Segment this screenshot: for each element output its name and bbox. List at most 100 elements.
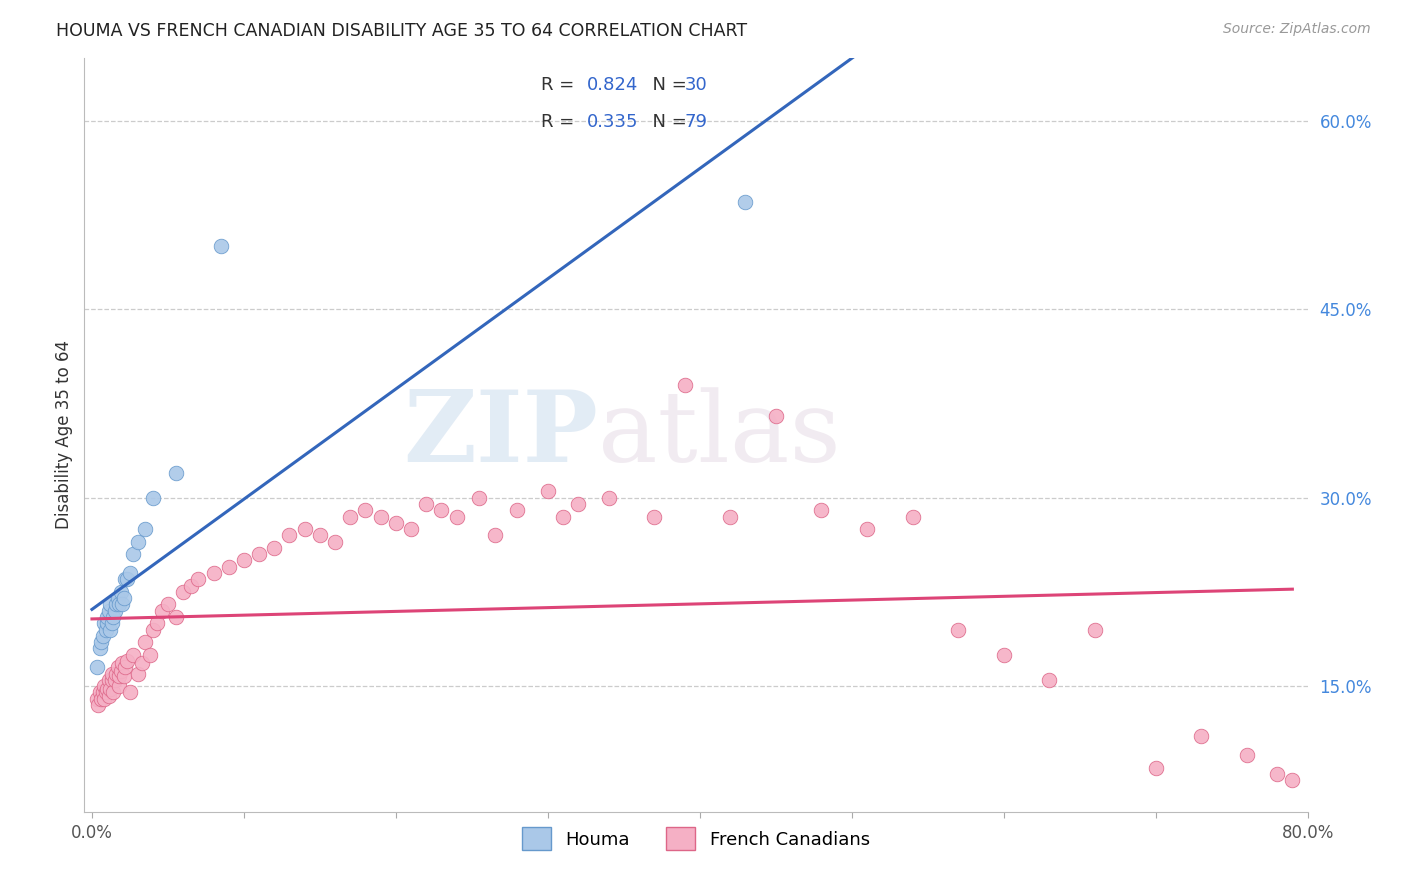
Point — [94, 685, 117, 699]
Point — [468, 491, 491, 505]
Point — [339, 509, 361, 524]
Point — [111, 598, 134, 612]
Point — [118, 566, 141, 580]
Point — [103, 685, 125, 699]
Point — [103, 610, 125, 624]
Point — [86, 691, 108, 706]
Point — [1265, 767, 1288, 781]
Point — [165, 466, 187, 480]
Text: R =: R = — [541, 76, 579, 94]
Point — [87, 698, 110, 712]
Point — [138, 648, 160, 662]
Point — [187, 572, 209, 586]
Point — [114, 660, 136, 674]
Point — [734, 195, 756, 210]
Text: Source: ZipAtlas.com: Source: ZipAtlas.com — [1223, 22, 1371, 37]
Point — [354, 503, 377, 517]
Point — [150, 604, 173, 618]
Text: HOUMA VS FRENCH CANADIAN DISABILITY AGE 35 TO 64 CORRELATION CHART: HOUMA VS FRENCH CANADIAN DISABILITY AGE … — [56, 22, 748, 40]
Point — [156, 598, 179, 612]
Text: 30: 30 — [685, 76, 707, 94]
Point — [93, 679, 115, 693]
Point — [96, 681, 118, 696]
Point — [1281, 773, 1303, 788]
Point — [98, 681, 121, 696]
Text: atlas: atlas — [598, 387, 841, 483]
Text: 0.335: 0.335 — [588, 113, 638, 131]
Point — [430, 503, 453, 517]
Point — [506, 503, 529, 517]
Point — [1236, 748, 1258, 763]
Point — [96, 610, 118, 624]
Point — [105, 598, 128, 612]
Point — [399, 522, 422, 536]
Point — [537, 484, 560, 499]
Point — [551, 509, 574, 524]
Point — [446, 509, 468, 524]
Point — [385, 516, 408, 530]
Point — [673, 377, 696, 392]
Point — [209, 239, 232, 253]
Point — [598, 491, 620, 505]
Point — [134, 522, 156, 536]
Point — [112, 591, 135, 606]
Point — [97, 689, 120, 703]
Point — [370, 509, 392, 524]
Point — [115, 654, 138, 668]
Point — [1189, 730, 1212, 744]
Point — [134, 635, 156, 649]
Point — [567, 497, 589, 511]
Point — [142, 623, 165, 637]
Point — [110, 664, 132, 678]
Point — [309, 528, 332, 542]
Point — [993, 648, 1015, 662]
Point — [97, 604, 120, 618]
Point — [91, 629, 114, 643]
Text: N =: N = — [641, 76, 692, 94]
Point — [90, 691, 112, 706]
Legend: Houma, French Canadians: Houma, French Canadians — [513, 818, 879, 859]
Point — [127, 534, 149, 549]
Point — [89, 685, 111, 699]
Point — [810, 503, 832, 517]
Point — [165, 610, 187, 624]
Point — [107, 660, 129, 674]
Point — [110, 585, 132, 599]
Point — [146, 616, 169, 631]
Point — [89, 641, 111, 656]
Point — [104, 604, 127, 618]
Point — [93, 691, 115, 706]
Text: ZIP: ZIP — [404, 386, 598, 483]
Point — [765, 409, 787, 423]
Point — [93, 616, 115, 631]
Point — [111, 657, 134, 671]
Point — [98, 598, 121, 612]
Point — [115, 572, 138, 586]
Point — [108, 679, 131, 693]
Point — [232, 553, 254, 567]
Point — [1084, 623, 1107, 637]
Point — [484, 528, 506, 542]
Point — [90, 635, 112, 649]
Point — [104, 673, 127, 687]
Text: 0.824: 0.824 — [588, 76, 638, 94]
Point — [100, 666, 122, 681]
Point — [718, 509, 741, 524]
Point — [114, 572, 136, 586]
Point — [180, 578, 202, 592]
Point — [86, 660, 108, 674]
Point — [946, 623, 969, 637]
Point — [98, 623, 121, 637]
Point — [901, 509, 924, 524]
Point — [108, 598, 131, 612]
Point — [94, 623, 117, 637]
Point — [122, 547, 145, 561]
Text: N =: N = — [641, 113, 692, 131]
Point — [112, 669, 135, 683]
Point — [263, 541, 285, 555]
Point — [122, 648, 145, 662]
Point — [323, 534, 346, 549]
Point — [202, 566, 225, 580]
Point — [218, 559, 240, 574]
Y-axis label: Disability Age 35 to 64: Disability Age 35 to 64 — [55, 341, 73, 529]
